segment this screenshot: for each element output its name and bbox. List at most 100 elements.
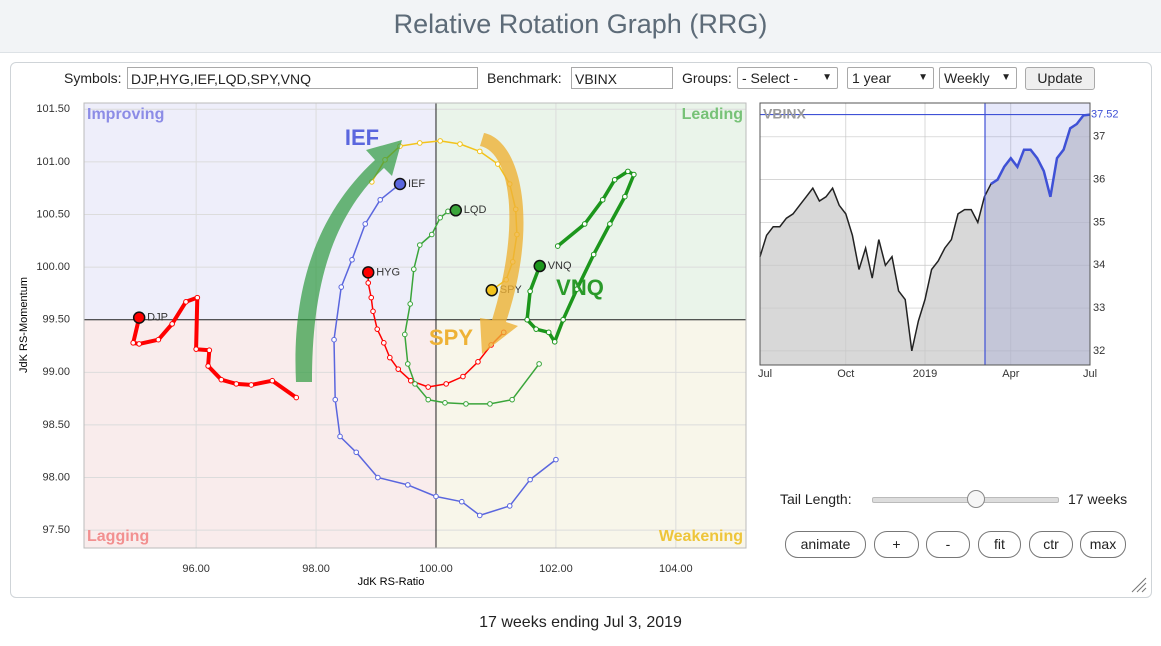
tail-line bbox=[404, 209, 540, 405]
x-tick-label: 98.00 bbox=[302, 563, 330, 575]
resize-grip[interactable] bbox=[1131, 577, 1147, 593]
tail-point bbox=[370, 308, 376, 315]
tail-point bbox=[622, 193, 628, 200]
x-tick-label: 102.00 bbox=[539, 563, 573, 575]
tail-point bbox=[524, 316, 530, 323]
tail-slider-knob[interactable] bbox=[967, 490, 985, 508]
tail-point bbox=[365, 280, 372, 286]
y-tick-label: 33 bbox=[1093, 302, 1105, 314]
head-point bbox=[449, 204, 463, 217]
tail-point bbox=[458, 498, 465, 505]
tail-point bbox=[625, 168, 631, 175]
groups-label: Groups: bbox=[682, 70, 732, 86]
tail-point bbox=[457, 141, 463, 147]
tail-point bbox=[387, 354, 393, 361]
tail-point bbox=[527, 476, 533, 483]
tail-length-value: 17 weeks bbox=[1068, 491, 1128, 507]
annotation: IEF bbox=[345, 125, 379, 150]
tail-point bbox=[374, 326, 381, 332]
tail-point bbox=[169, 321, 175, 327]
fit-button[interactable]: fit bbox=[978, 531, 1021, 558]
tail-point bbox=[233, 381, 240, 387]
tail-slider-track[interactable] bbox=[872, 497, 1059, 503]
tail-point bbox=[443, 381, 449, 387]
tail-point bbox=[375, 474, 381, 481]
tail-point bbox=[437, 214, 443, 221]
y-tick-label: 32 bbox=[1093, 345, 1105, 357]
tail-point bbox=[553, 456, 559, 463]
x-tick-label: 100.00 bbox=[419, 563, 453, 575]
annotation: VNQ bbox=[556, 275, 604, 300]
grip-line bbox=[1131, 577, 1147, 593]
y-tick-label: 99.00 bbox=[42, 366, 70, 378]
price-chart: 32 33 34 35 36 37 Jul Oct 2019 Apr Jul 37.52 VBINX bbox=[758, 102, 1119, 380]
benchmark-input[interactable]: VBINX bbox=[571, 67, 673, 89]
tail-point bbox=[554, 243, 561, 249]
tail-point bbox=[206, 347, 213, 354]
x-tick-label: Jul bbox=[758, 368, 772, 380]
grip-line bbox=[1141, 587, 1147, 593]
tail-point bbox=[405, 361, 411, 367]
tail-point bbox=[631, 171, 637, 178]
groups-select[interactable]: - Select - bbox=[737, 67, 838, 89]
y-tick-label: 35 bbox=[1093, 216, 1105, 228]
tail-point bbox=[437, 138, 443, 144]
tail-point bbox=[337, 433, 343, 440]
head-point bbox=[132, 311, 146, 324]
tail-point bbox=[487, 401, 493, 407]
tail-point bbox=[527, 288, 533, 295]
y-axis-label: JdK RS-Momentum bbox=[18, 277, 30, 373]
head-point bbox=[533, 259, 546, 273]
series-label: DJP bbox=[147, 312, 168, 324]
tail-point bbox=[533, 326, 539, 332]
symbols-input[interactable]: DJP,HYG,IEF,LQD,SPY,VNQ bbox=[127, 67, 478, 89]
tail-point bbox=[205, 363, 211, 369]
y-tick-label: 37 bbox=[1093, 131, 1105, 143]
quadrant bbox=[84, 319, 436, 548]
tail-point bbox=[407, 301, 414, 307]
benchmark-label: Benchmark: bbox=[487, 70, 562, 86]
price-area bbox=[760, 114, 1090, 365]
x-tick-label: 96.00 bbox=[182, 563, 210, 575]
annotation-arrows bbox=[295, 133, 524, 382]
zoom-out-button[interactable]: - bbox=[926, 531, 970, 558]
animate-button[interactable]: animate bbox=[785, 531, 866, 558]
x-tick-label: 2019 bbox=[913, 368, 937, 380]
quadrant-label: Weakening bbox=[659, 528, 743, 545]
y-tick-label: 101.00 bbox=[36, 156, 70, 168]
tail-shade bbox=[985, 103, 1090, 365]
x-tick-label: Jul bbox=[1083, 368, 1097, 380]
tail-point bbox=[560, 316, 566, 323]
period-select[interactable]: 1 year bbox=[847, 67, 934, 89]
tail-point bbox=[442, 400, 448, 406]
tail-point bbox=[155, 336, 162, 343]
tail-point bbox=[395, 366, 402, 372]
tail-point bbox=[574, 286, 580, 293]
tail-point bbox=[607, 221, 613, 227]
tail-point bbox=[416, 242, 423, 248]
series-label: HYG bbox=[376, 266, 400, 278]
head-point bbox=[485, 284, 499, 297]
frequency-select[interactable]: Weekly bbox=[939, 67, 1017, 89]
tail-point bbox=[425, 396, 431, 403]
tail-point bbox=[377, 196, 384, 203]
price-frame bbox=[759, 102, 1091, 366]
tail-point bbox=[353, 449, 360, 456]
tail-point bbox=[416, 140, 423, 146]
y-tick-label: 97.50 bbox=[42, 524, 70, 536]
tail-point bbox=[425, 384, 431, 390]
tail-point bbox=[362, 221, 369, 227]
center-button[interactable]: ctr bbox=[1029, 531, 1073, 558]
tail-point bbox=[428, 231, 435, 238]
zoom-in-button[interactable]: + bbox=[874, 531, 919, 558]
tail-point bbox=[551, 339, 558, 345]
max-button[interactable]: max bbox=[1080, 531, 1126, 558]
update-button[interactable]: Update bbox=[1025, 67, 1095, 90]
tail-point bbox=[463, 401, 469, 407]
tail-point bbox=[338, 284, 345, 290]
tail-point bbox=[475, 358, 481, 365]
tail-point bbox=[332, 396, 339, 403]
x-tick-label: Apr bbox=[1002, 368, 1019, 380]
price-line-tail bbox=[990, 113, 1091, 198]
